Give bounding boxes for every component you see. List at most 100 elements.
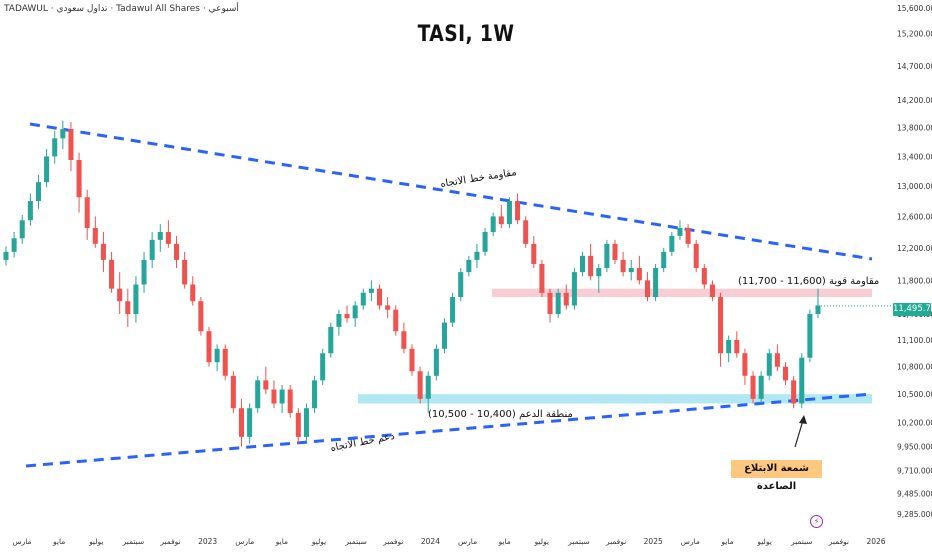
- candle-body: [612, 243, 618, 260]
- chart-title: TASI, 1W: [417, 22, 515, 47]
- candle-body: [52, 138, 58, 157]
- candle-body: [409, 348, 415, 372]
- candle-body: [515, 201, 521, 221]
- y-tick-label: 10,200.000: [897, 418, 932, 427]
- x-tick-label: نوفمبر: [159, 537, 180, 546]
- candle-body: [709, 284, 715, 298]
- candle-body: [100, 243, 106, 260]
- candle-body: [580, 255, 586, 273]
- candle-body: [555, 292, 561, 314]
- y-tick-label: 14,700.000: [897, 62, 932, 71]
- candle-body: [206, 331, 212, 363]
- candle-body: [11, 238, 17, 252]
- candle-body: [628, 268, 634, 273]
- candle-body: [547, 292, 553, 314]
- x-tick-label: سبتمبر: [344, 537, 367, 546]
- x-tick-label: مارس: [458, 537, 477, 546]
- event-icon[interactable]: ⚡: [810, 515, 823, 528]
- candle-body: [255, 380, 261, 409]
- x-tick-label: يوليو: [534, 537, 549, 546]
- candle-body: [109, 259, 115, 289]
- candle-body: [336, 313, 342, 327]
- x-tick-label: مارس: [12, 537, 31, 546]
- candle-body: [19, 220, 25, 239]
- candle-body: [791, 380, 797, 404]
- x-tick-label: سبتمبر: [567, 537, 590, 546]
- candle-body: [531, 243, 537, 264]
- y-tick-label: 12,200.000: [897, 244, 932, 253]
- candle-body: [677, 228, 683, 236]
- candle-body: [141, 259, 147, 285]
- candle-body: [133, 284, 139, 314]
- candle-body: [222, 348, 228, 376]
- candle-body: [368, 288, 374, 293]
- x-tick-label: مايو: [720, 537, 733, 546]
- y-tick-label: 15,200.000: [897, 29, 932, 38]
- candle-body: [125, 301, 131, 314]
- candle-body: [669, 235, 675, 252]
- x-tick-label: مايو: [275, 537, 288, 546]
- candle-body: [92, 228, 98, 244]
- candle-body: [149, 239, 155, 260]
- candle-body: [425, 375, 431, 399]
- x-tick-label: مايو: [52, 537, 65, 546]
- x-tick-label: 2023: [198, 537, 217, 546]
- x-tick-label: مايو: [498, 537, 511, 546]
- candle-body: [661, 251, 667, 269]
- x-tick-label: نوفمبر: [605, 537, 626, 546]
- candle-body: [312, 380, 318, 409]
- candle-body: [734, 339, 740, 354]
- support-zone-label: منطقة الدعم (10,400 - 10,500): [428, 409, 573, 420]
- candle-body: [474, 251, 480, 260]
- candle-body: [783, 366, 789, 381]
- y-tick-label: 10,500.000: [897, 390, 932, 399]
- y-tick-label: 15,600.000: [897, 4, 932, 13]
- candle-body: [182, 259, 188, 285]
- candle-body: [742, 353, 748, 376]
- candle-body: [27, 201, 33, 221]
- candle-body: [466, 259, 472, 273]
- candle-body: [750, 375, 756, 399]
- lower-trendline: [25, 392, 873, 468]
- y-tick-label: 13,400.000: [897, 152, 932, 161]
- candle-body: [320, 353, 326, 381]
- candle-body: [799, 357, 805, 404]
- candle-body: [644, 280, 650, 298]
- candle-body: [76, 160, 82, 198]
- x-tick-label: سبتمبر: [790, 537, 813, 546]
- candle-body: [604, 243, 610, 269]
- candle-body: [571, 272, 577, 306]
- candle-body: [117, 288, 123, 302]
- symbol-watermark: TADAWUL · تداول سعودي · Tadawul All Shar…: [4, 4, 239, 14]
- candle-body: [726, 339, 732, 354]
- candle-body: [174, 243, 180, 260]
- candle-body: [344, 313, 350, 319]
- x-tick-label: يوليو: [88, 537, 103, 546]
- candle-body: [701, 268, 707, 285]
- x-tick-label: نوفمبر: [828, 537, 849, 546]
- x-tick-label: يوليو: [311, 537, 326, 546]
- y-tick-label: 9,710.000: [897, 466, 932, 475]
- candle-body: [385, 305, 391, 310]
- candle-body: [44, 156, 50, 183]
- candle-body: [377, 288, 383, 306]
- last-price-label: 11,495.720: [893, 303, 932, 316]
- candle-body: [498, 216, 504, 225]
- candle-body: [271, 389, 277, 404]
- candle-body: [458, 272, 464, 298]
- candle-body: [157, 231, 163, 240]
- candle-body: [490, 216, 496, 232]
- candle-body: [401, 331, 407, 349]
- candle-body: [393, 309, 399, 332]
- candle-body: [596, 268, 602, 277]
- candle-body: [68, 129, 74, 161]
- y-tick-label: 10,800.000: [897, 363, 932, 372]
- candle-body: [758, 375, 764, 399]
- candle-body: [230, 375, 236, 409]
- y-tick-label: 13,000.000: [897, 182, 932, 191]
- candle-body: [84, 197, 90, 229]
- candle-body: [417, 371, 423, 399]
- candle-body: [815, 305, 821, 314]
